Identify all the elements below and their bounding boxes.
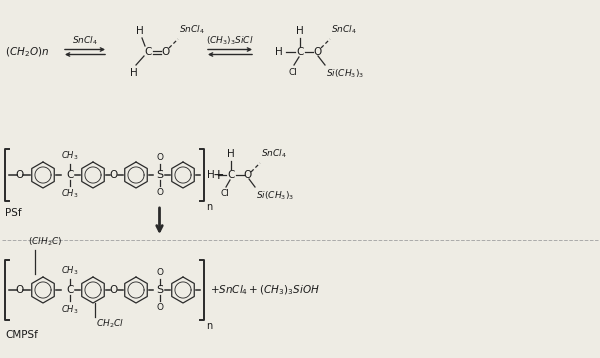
Text: H: H [227,149,235,159]
Text: $CH_3$: $CH_3$ [61,303,79,315]
Text: C: C [145,47,152,57]
Text: $(ClH_2C)$: $(ClH_2C)$ [28,236,62,248]
Text: O: O [161,47,169,57]
Text: H: H [207,170,215,180]
Text: $CH_2Cl$: $CH_2Cl$ [96,318,124,330]
Text: $(CH_3)_3SiCl$: $(CH_3)_3SiCl$ [206,34,254,47]
Text: $SnCl_4$: $SnCl_4$ [179,24,205,36]
Text: $Si(CH_3)_3$: $Si(CH_3)_3$ [256,189,294,202]
Text: Cl: Cl [289,68,298,77]
Text: n: n [206,202,212,212]
Text: $(CH_2O)n$: $(CH_2O)n$ [5,45,49,59]
Text: O: O [157,268,163,277]
Text: CMPSf: CMPSf [5,330,38,340]
Text: H: H [130,68,138,78]
Text: $CH_3$: $CH_3$ [61,150,79,162]
Text: C: C [67,170,74,180]
Text: C: C [227,170,235,180]
Text: O: O [110,170,118,180]
Text: n: n [206,321,212,331]
Text: O: O [157,303,163,312]
Text: H: H [296,26,304,36]
Text: O: O [313,47,321,57]
Text: $SnCl_4$: $SnCl_4$ [72,34,98,47]
Text: $CH_3$: $CH_3$ [61,188,79,200]
Text: O: O [157,153,163,162]
Text: S: S [157,285,164,295]
Text: H: H [275,47,283,57]
Text: $CH_3$: $CH_3$ [61,265,79,277]
Text: O: O [157,188,163,197]
Text: +: + [213,168,224,182]
Text: $+ SnCl_4 + (CH_3)_3SiOH$: $+ SnCl_4 + (CH_3)_3SiOH$ [210,283,320,297]
Text: O: O [110,285,118,295]
Text: $SnCl_4$: $SnCl_4$ [331,24,357,36]
Text: O: O [16,170,24,180]
Text: H: H [136,26,144,36]
Text: C: C [67,285,74,295]
Text: S: S [157,170,164,180]
Text: $SnCl_4$: $SnCl_4$ [261,147,287,160]
Text: C: C [296,47,304,57]
Text: PSf: PSf [5,208,22,218]
Text: Cl: Cl [221,189,229,198]
Text: $Si(CH_3)_3$: $Si(CH_3)_3$ [326,68,364,81]
Text: O: O [16,285,24,295]
Text: O: O [244,170,252,180]
